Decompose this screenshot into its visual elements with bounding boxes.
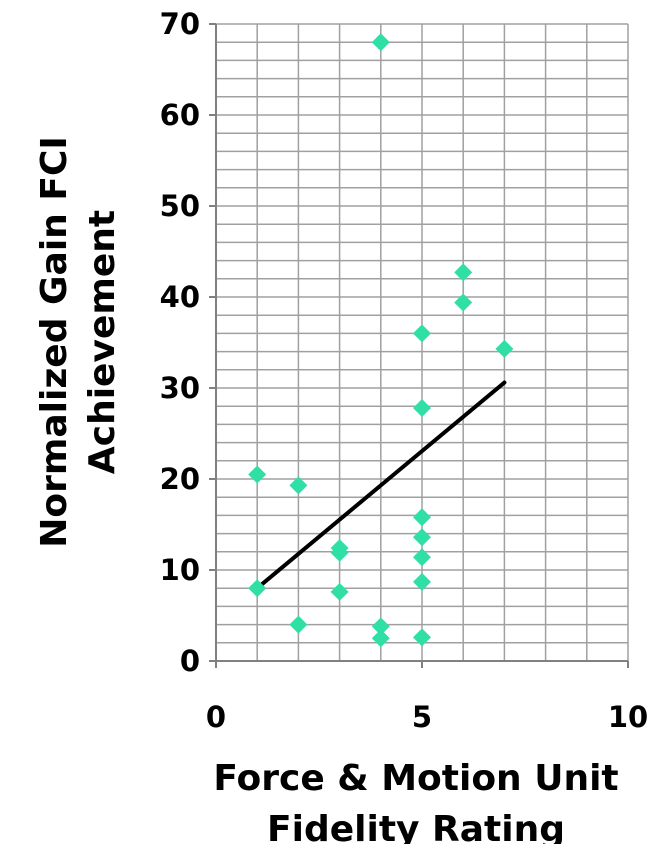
data-point: [413, 508, 431, 527]
y-axis-title-line: Achievement: [82, 210, 123, 474]
data-point: [371, 629, 390, 648]
data-point: [289, 615, 308, 634]
y-tick-label: 50: [160, 189, 200, 223]
trendline-group: [255, 380, 507, 591]
data-point: [371, 33, 390, 52]
data-point: [413, 528, 431, 547]
x-axis-title-line: Fidelity Rating: [267, 809, 565, 844]
data-point: [289, 476, 308, 495]
x-axis-title: Force & Motion Unit Fidelity Rating: [213, 758, 618, 844]
x-axis-title-line: Force & Motion Unit: [213, 758, 618, 799]
y-tick-label: 70: [160, 7, 200, 41]
data-point: [330, 582, 349, 601]
y-tick-label: 30: [160, 371, 200, 405]
axis-titles: Force & Motion Unit Fidelity Rating Normal…: [34, 136, 619, 848]
axes: [209, 23, 629, 668]
y-axis-title-line: Normalized Gain FCI: [34, 136, 75, 548]
y-tick-label: 60: [160, 98, 200, 132]
data-point: [413, 324, 431, 343]
y-tick-label: 10: [160, 553, 200, 587]
data-point: [454, 263, 473, 282]
data-point: [454, 293, 473, 312]
data-points: [248, 33, 514, 648]
tick-labels: 0 10 20 30 40 50 60 70 0 5 10: [160, 7, 649, 734]
data-point: [495, 339, 514, 358]
y-tick-label: 40: [160, 280, 200, 314]
trendline: [255, 380, 507, 591]
y-tick-label: 0: [180, 644, 200, 678]
data-point: [248, 579, 267, 598]
data-point: [413, 548, 431, 567]
data-point: [371, 617, 390, 636]
x-tick-label: 10: [608, 700, 648, 734]
data-point: [330, 543, 349, 562]
y-tick-label: 20: [160, 462, 200, 496]
data-point: [248, 465, 267, 484]
data-point: [413, 572, 431, 591]
x-tick-label: 0: [206, 700, 226, 734]
data-point: [413, 399, 431, 418]
data-point: [413, 628, 431, 647]
y-axis-title: Normalized Gain FCI Achievement: [34, 136, 123, 548]
x-tick-label: 5: [412, 700, 432, 734]
